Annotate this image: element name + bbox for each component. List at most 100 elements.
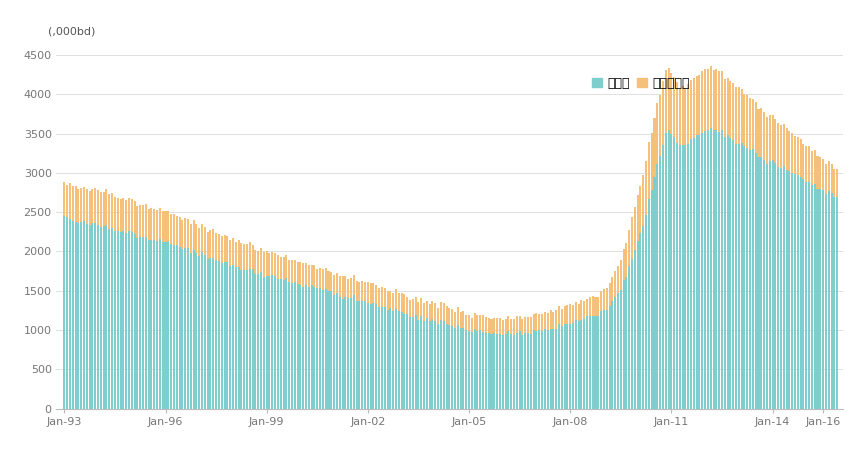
Bar <box>179 217 181 246</box>
Bar <box>574 320 577 409</box>
Legend: 텍사스, 오클라호마: 텍사스, 오클라호마 <box>587 72 695 95</box>
Bar <box>277 255 279 279</box>
Bar <box>83 221 85 409</box>
Bar <box>755 102 757 152</box>
Bar <box>412 317 414 409</box>
Bar <box>510 319 513 334</box>
Bar <box>774 163 777 409</box>
Bar <box>95 188 96 224</box>
Bar <box>527 333 529 409</box>
Bar <box>64 216 65 409</box>
Bar <box>614 297 616 409</box>
Bar <box>77 190 79 223</box>
Bar <box>313 286 316 409</box>
Bar <box>201 224 203 252</box>
Bar <box>381 307 383 409</box>
Bar <box>333 275 335 295</box>
Bar <box>457 325 458 409</box>
Bar <box>749 150 751 409</box>
Bar <box>271 274 273 409</box>
Bar <box>485 333 487 409</box>
Bar <box>659 156 661 409</box>
Bar <box>232 238 234 265</box>
Bar <box>226 262 229 409</box>
Bar <box>277 279 279 409</box>
Bar <box>235 267 237 409</box>
Bar <box>144 204 147 237</box>
Bar <box>263 277 265 409</box>
Bar <box>598 316 599 409</box>
Bar <box>605 288 608 310</box>
Bar <box>800 139 802 177</box>
Bar <box>193 220 194 250</box>
Bar <box>367 282 369 303</box>
Bar <box>465 330 467 409</box>
Bar <box>490 319 493 334</box>
Bar <box>696 76 697 135</box>
Bar <box>530 334 531 409</box>
Bar <box>544 312 546 329</box>
Bar <box>670 134 673 409</box>
Bar <box>827 161 830 190</box>
Bar <box>656 103 658 164</box>
Bar <box>428 321 431 409</box>
Bar <box>749 98 751 150</box>
Bar <box>75 222 77 409</box>
Bar <box>243 269 245 409</box>
Bar <box>432 319 433 409</box>
Bar <box>685 88 686 146</box>
Bar <box>623 280 624 409</box>
Bar <box>716 69 717 130</box>
Bar <box>665 133 666 409</box>
Bar <box>831 193 832 409</box>
Bar <box>426 301 428 318</box>
Bar <box>494 333 495 409</box>
Bar <box>173 214 175 245</box>
Bar <box>361 301 363 409</box>
Bar <box>822 159 824 190</box>
Bar <box>814 150 815 184</box>
Bar <box>811 185 813 409</box>
Bar <box>536 313 538 331</box>
Bar <box>752 149 754 409</box>
Bar <box>785 169 788 409</box>
Bar <box>347 298 349 409</box>
Bar <box>328 291 329 409</box>
Bar <box>454 312 456 328</box>
Bar <box>403 313 405 409</box>
Bar <box>434 321 436 409</box>
Bar <box>181 249 183 409</box>
Bar <box>536 331 538 409</box>
Bar <box>648 142 650 199</box>
Bar <box>547 330 549 409</box>
Bar <box>740 144 743 409</box>
Bar <box>193 250 194 409</box>
Bar <box>541 331 544 409</box>
Bar <box>409 300 411 318</box>
Bar <box>569 324 571 409</box>
Bar <box>476 331 478 409</box>
Bar <box>255 274 256 409</box>
Bar <box>676 143 678 409</box>
Bar <box>505 319 507 334</box>
Bar <box>771 115 773 160</box>
Bar <box>257 251 259 274</box>
Bar <box>755 152 757 409</box>
Bar <box>364 301 366 409</box>
Bar <box>184 218 186 248</box>
Bar <box>137 238 138 409</box>
Bar <box>552 312 555 330</box>
Bar <box>766 164 768 409</box>
Bar <box>693 138 695 409</box>
Bar <box>69 183 71 219</box>
Bar <box>586 316 588 409</box>
Bar <box>563 306 566 324</box>
Bar <box>716 130 717 409</box>
Bar <box>527 317 529 333</box>
Bar <box>341 276 343 299</box>
Bar <box>797 175 799 409</box>
Bar <box>452 325 453 409</box>
Bar <box>283 280 285 409</box>
Bar <box>550 310 551 329</box>
Bar <box>459 329 462 409</box>
